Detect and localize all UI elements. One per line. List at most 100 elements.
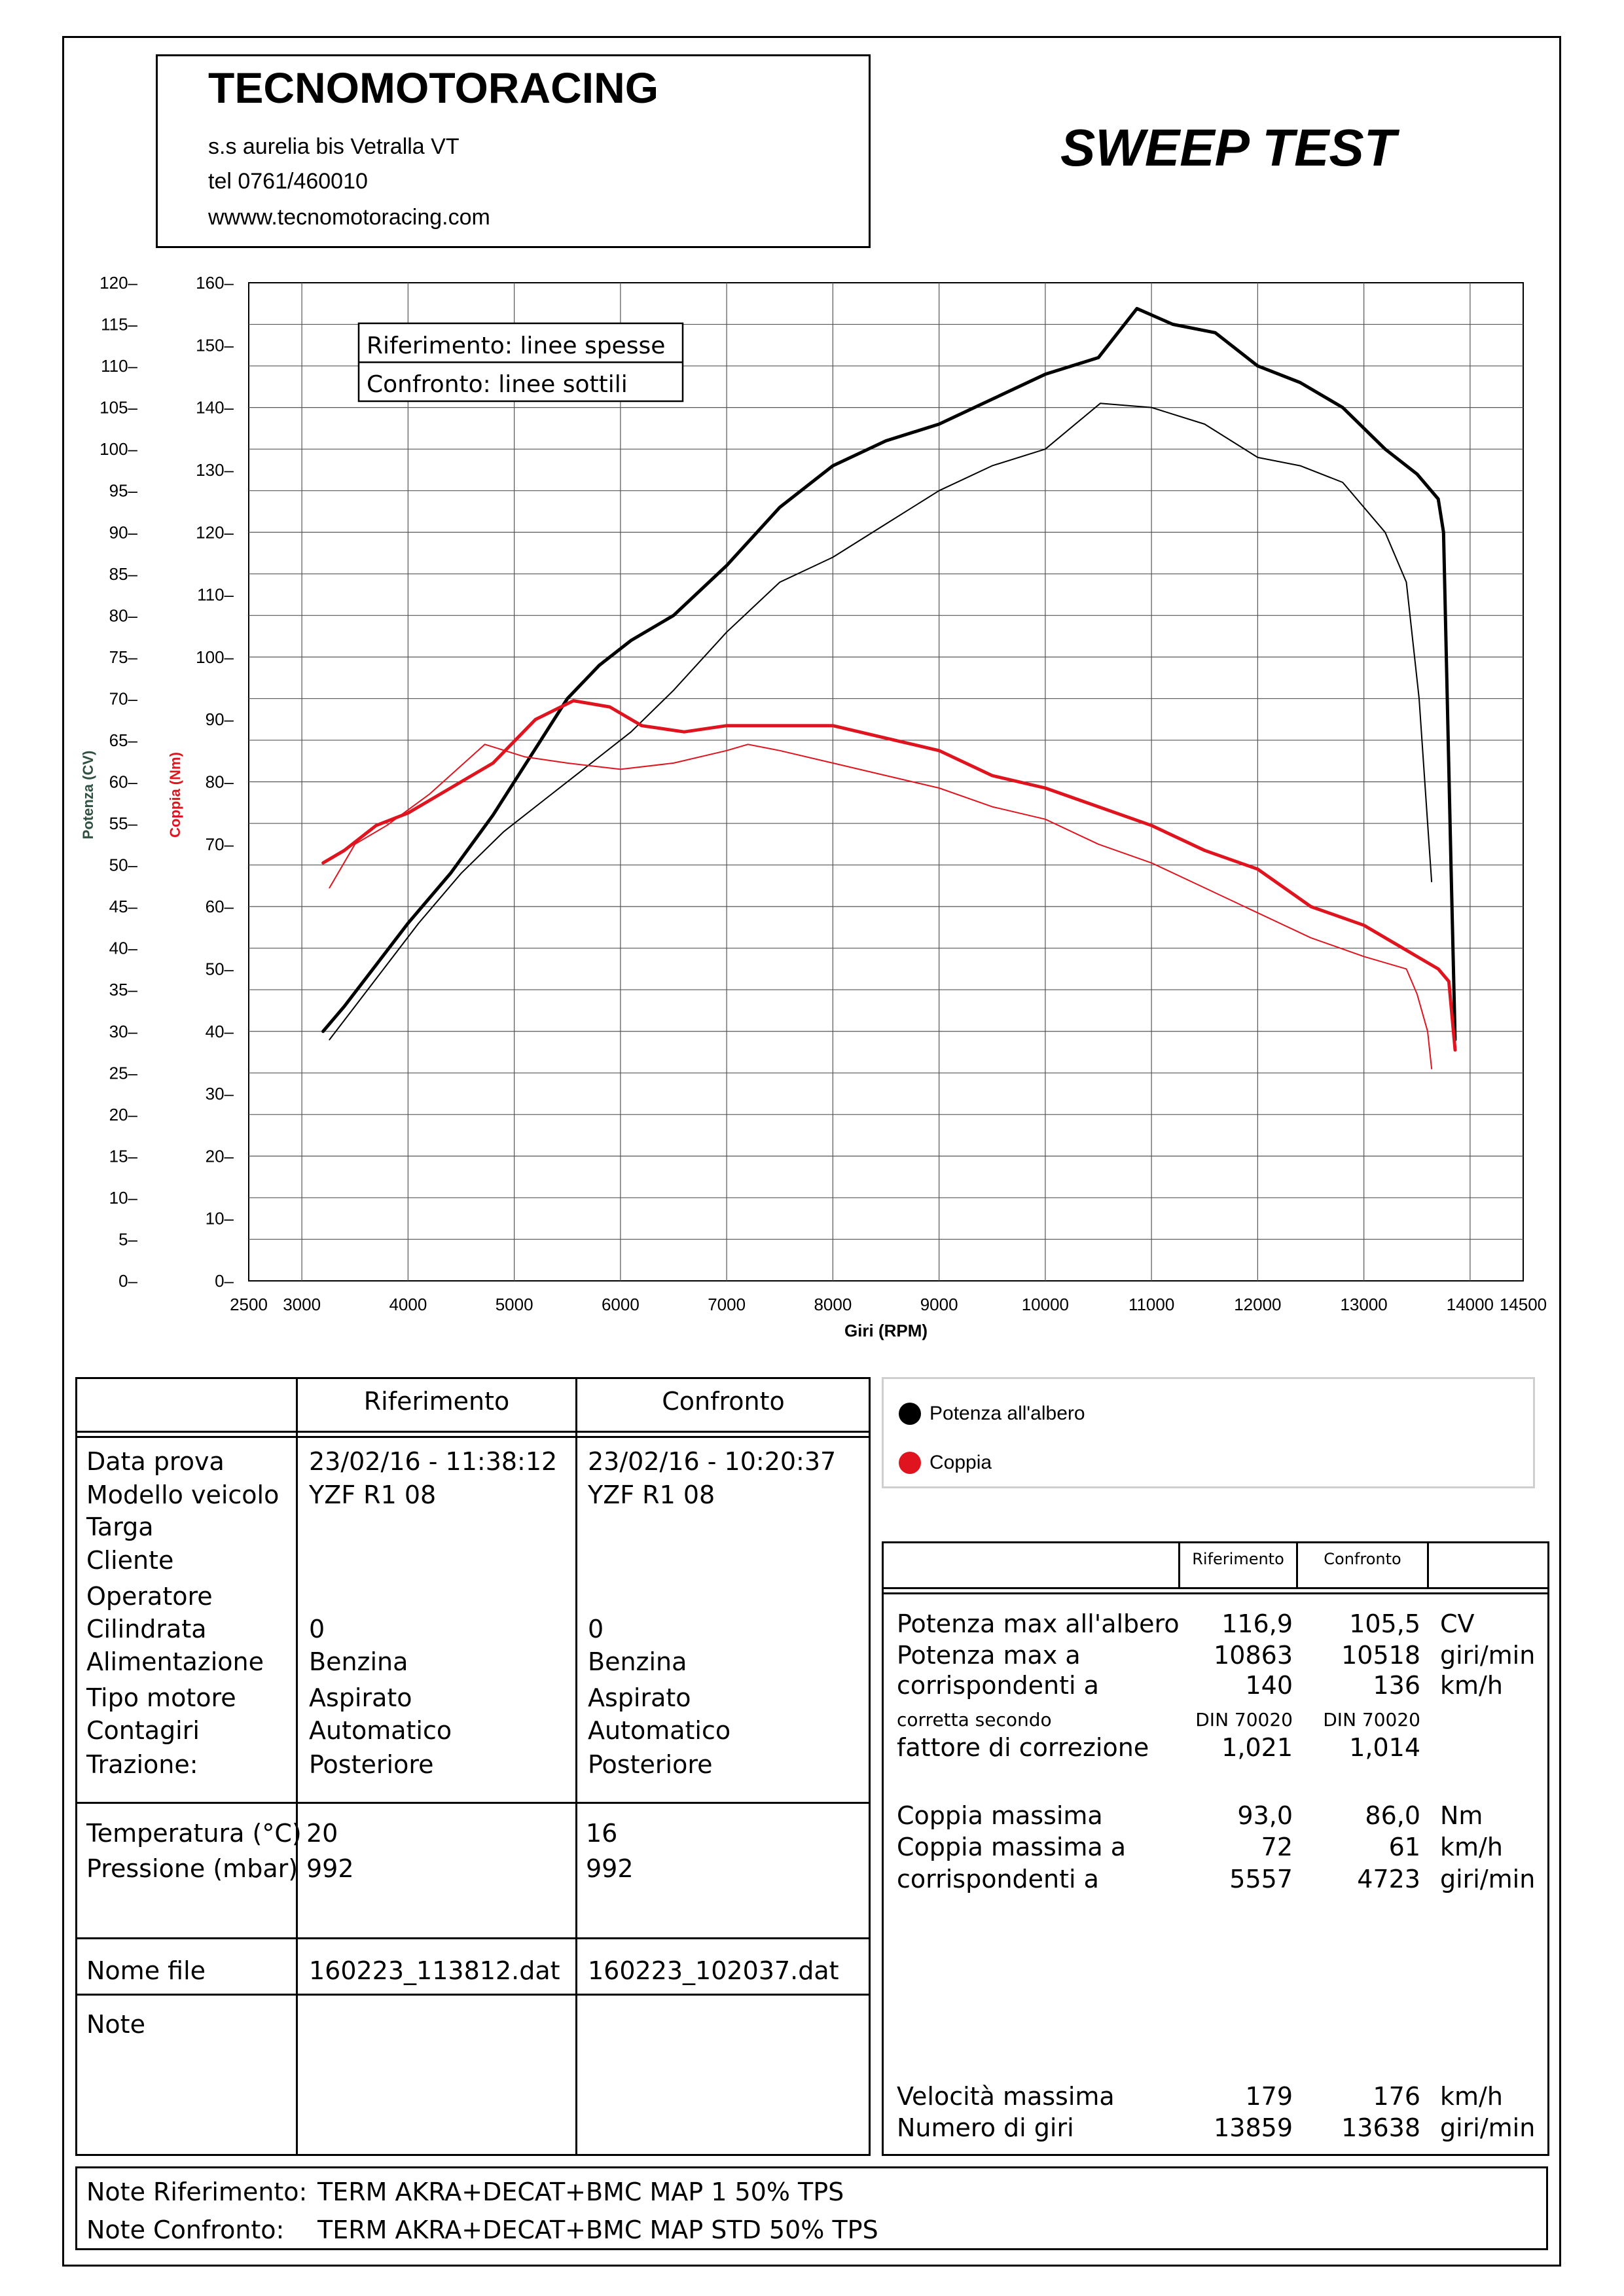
power-tick-label: 60–	[109, 772, 138, 792]
info-col-ref: Riferimento	[363, 1387, 510, 1416]
power-tick-label: 25–	[109, 1063, 138, 1083]
torque-tick-label: 50–	[206, 959, 234, 978]
results-header-rule-2	[884, 1592, 1547, 1594]
result-unit: giri/min	[1440, 2113, 1536, 2142]
power-axis-title: Potenza (CV)	[80, 751, 96, 840]
note-ref-text: TERM AKRA+DECAT+BMC MAP 1 50% TPS	[317, 2178, 844, 2206]
torque-tick-label: 10–	[206, 1209, 234, 1229]
info-row-label: Cliente	[86, 1546, 174, 1575]
results-col-ref: Riferimento	[1192, 1550, 1284, 1568]
info-row-label: Alimentazione	[86, 1647, 264, 1676]
info-row-conf-value: Benzina	[588, 1647, 687, 1676]
result-unit: km/h	[1440, 2082, 1503, 2111]
power-tick-label: 90–	[109, 522, 138, 542]
result-ref-value: 1,021	[1221, 1733, 1293, 1762]
power-tick-label: 30–	[109, 1022, 138, 1041]
result-ref-value: 140	[1245, 1671, 1293, 1700]
x-tick-label: 2500	[230, 1295, 268, 1314]
x-tick-label: 14500	[1500, 1295, 1547, 1314]
x-tick-label: 12000	[1234, 1295, 1281, 1314]
company-website: wwww.tecnomotoracing.com	[208, 205, 490, 230]
x-tick-label: 4000	[389, 1295, 427, 1314]
note-conf-text: TERM AKRA+DECAT+BMC MAP STD 50% TPS	[317, 2215, 878, 2244]
torque-tick-label: 80–	[206, 772, 234, 792]
power-tick-label: 5–	[118, 1229, 137, 1249]
temperature-label: Temperatura (°C)	[86, 1819, 302, 1848]
x-tick-label: 13000	[1340, 1295, 1387, 1314]
info-divider-1	[296, 1379, 298, 2155]
result-conf-value: 136	[1373, 1671, 1420, 1700]
x-tick-label: 6000	[602, 1295, 640, 1314]
file-conf: 160223_102037.dat	[588, 1956, 839, 1985]
torque-tick-label: 30–	[206, 1084, 234, 1103]
info-row-label: Modello veicolo	[86, 1480, 280, 1509]
torque-tick-label: 60–	[206, 897, 234, 916]
results-table	[882, 1541, 1549, 2156]
results-col-conf: Confronto	[1324, 1550, 1401, 1568]
notes-box	[75, 2166, 1548, 2250]
info-row-label: Tipo motore	[86, 1683, 236, 1712]
torque-tick-label: 150–	[196, 335, 234, 355]
power-tick-label: 80–	[109, 605, 138, 625]
note-conf-label: Note Confronto:	[86, 2215, 285, 2244]
torque-tick-label: 110–	[197, 585, 234, 605]
info-rule-temp	[77, 1802, 869, 1804]
result-ref-value: 13859	[1214, 2113, 1293, 2142]
torque-axis-title: Coppia (Nm)	[167, 752, 183, 838]
power-tick-label: 10–	[109, 1188, 138, 1208]
power-tick-label: 20–	[109, 1105, 138, 1124]
pressure-conf: 992	[586, 1854, 634, 1883]
info-row-label: Operatore	[86, 1582, 213, 1611]
info-row-conf-value: Aspirato	[588, 1683, 691, 1712]
power-tick-label: 15–	[109, 1146, 138, 1166]
result-conf-value: 13638	[1341, 2113, 1420, 2142]
result-label: Potenza max all'albero	[897, 1609, 1180, 1638]
torque-line-confronto	[329, 744, 1433, 1069]
result-label: corrispondenti a	[897, 1671, 1099, 1700]
result-unit: CV	[1440, 1609, 1475, 1638]
result-ref-value: 72	[1261, 1833, 1293, 1861]
temperature-ref: 20	[306, 1819, 338, 1848]
result-conf-value: 105,5	[1349, 1609, 1420, 1638]
result-conf-value: 61	[1388, 1833, 1420, 1861]
result-ref-value: DIN 70020	[1195, 1709, 1293, 1731]
result-label: corrispondenti a	[897, 1865, 1099, 1893]
result-label: corretta secondo	[897, 1709, 1052, 1731]
line-style-note-conf: Confronto: linee sottili	[367, 371, 628, 398]
x-tick-label: 11000	[1128, 1295, 1174, 1314]
info-row-conf-value: Posteriore	[588, 1750, 713, 1779]
results-divider-1	[1178, 1543, 1180, 1589]
power-tick-label: 35–	[109, 980, 138, 999]
torque-tick-label: 70–	[206, 834, 234, 854]
result-conf-value: 4723	[1357, 1865, 1420, 1893]
power-tick-label: 115–	[101, 315, 137, 334]
power-tick-label: 110–	[101, 356, 137, 376]
result-label: Velocità massima	[897, 2082, 1115, 2111]
result-conf-value: 10518	[1341, 1641, 1420, 1670]
pressure-ref: 992	[306, 1854, 354, 1883]
torque-tick-label: 20–	[206, 1146, 234, 1166]
info-rule-note	[77, 1994, 869, 1996]
page-title: SWEEP TEST	[1060, 118, 1396, 177]
power-tick-label: 40–	[109, 939, 138, 958]
result-ref-value: 10863	[1214, 1641, 1293, 1670]
info-row-label: Trazione:	[86, 1750, 198, 1779]
info-row-ref-value: 23/02/16 - 11:38:12	[309, 1447, 558, 1476]
x-tick-label: 5000	[496, 1295, 533, 1314]
info-row-ref-value: Automatico	[309, 1716, 452, 1745]
power-tick-label: 95–	[109, 481, 138, 501]
x-tick-label: 9000	[920, 1295, 958, 1314]
temperature-conf: 16	[586, 1819, 618, 1848]
power-legend-marker	[899, 1403, 921, 1425]
result-unit: km/h	[1440, 1833, 1503, 1861]
info-row-conf-value: YZF R1 08	[588, 1480, 715, 1509]
torque-tick-label: 120–	[196, 522, 234, 542]
result-unit: Nm	[1440, 1801, 1483, 1830]
power-tick-label: 55–	[109, 814, 138, 833]
torque-tick-label: 160–	[196, 273, 234, 293]
company-name: TECNOMOTORACING	[208, 63, 659, 112]
result-conf-value: DIN 70020	[1323, 1709, 1420, 1731]
info-row-label: Cilindrata	[86, 1615, 207, 1643]
result-ref-value: 116,9	[1221, 1609, 1293, 1638]
torque-tick-label: 140–	[196, 398, 234, 418]
